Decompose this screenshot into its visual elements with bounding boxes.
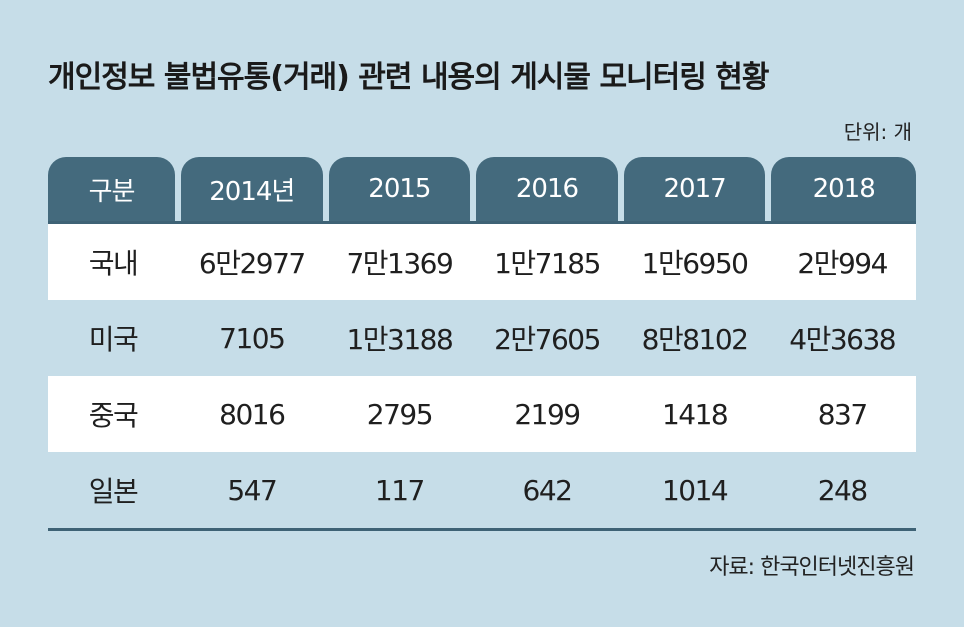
header-cell-2017: 2017 (620, 157, 769, 224)
table-cell: 6만2977 (178, 224, 326, 300)
table-cell: 837 (768, 376, 916, 452)
table-cell: 8016 (178, 376, 326, 452)
table-cell: 1만6950 (620, 224, 769, 300)
table-cell: 1만7185 (473, 224, 621, 300)
table-cell: 1418 (620, 376, 769, 452)
monitoring-table: 구분 2014년 2015 2016 2017 2018 국내 6만2977 7… (48, 157, 916, 531)
row-label: 일본 (48, 452, 178, 531)
table-cell: 2199 (473, 376, 621, 452)
row-label: 중국 (48, 376, 178, 452)
source-note: 자료: 한국인터넷진흥원 (709, 555, 915, 580)
table-cell: 8만8102 (620, 300, 769, 376)
table-cell: 547 (178, 452, 326, 531)
table-cell: 2만994 (768, 224, 916, 300)
header-cell-2016: 2016 (473, 157, 621, 224)
header-cell-2015: 2015 (325, 157, 474, 224)
table-cell: 1014 (620, 452, 769, 531)
table-row-china: 중국 8016 2795 2199 1418 837 (48, 376, 916, 452)
chart-title: 개인정보 불법유통(거래) 관련 내용의 게시물 모니터링 현황 (48, 60, 769, 95)
table-cell: 248 (768, 452, 916, 531)
table-cell: 1만3188 (325, 300, 474, 376)
table-cell: 7만1369 (325, 224, 474, 300)
table-row-japan: 일본 547 117 642 1014 248 (48, 452, 916, 531)
header-cell-2014: 2014년 (178, 157, 326, 224)
header-row: 구분 2014년 2015 2016 2017 2018 (48, 157, 916, 224)
table-cell: 2795 (325, 376, 474, 452)
table-cell: 642 (473, 452, 621, 531)
row-label: 미국 (48, 300, 178, 376)
row-label: 국내 (48, 224, 178, 300)
header-cell-category: 구분 (48, 157, 178, 224)
table-row-usa: 미국 7105 1만3188 2만7605 8만8102 4만3638 (48, 300, 916, 376)
table-row-domestic: 국내 6만2977 7만1369 1만7185 1만6950 2만994 (48, 224, 916, 300)
unit-label: 단위: 개 (843, 120, 912, 144)
table-cell: 2만7605 (473, 300, 621, 376)
table-cell: 4만3638 (768, 300, 916, 376)
header-cell-2018: 2018 (768, 157, 916, 224)
table-cell: 7105 (178, 300, 326, 376)
table-cell: 117 (325, 452, 474, 531)
